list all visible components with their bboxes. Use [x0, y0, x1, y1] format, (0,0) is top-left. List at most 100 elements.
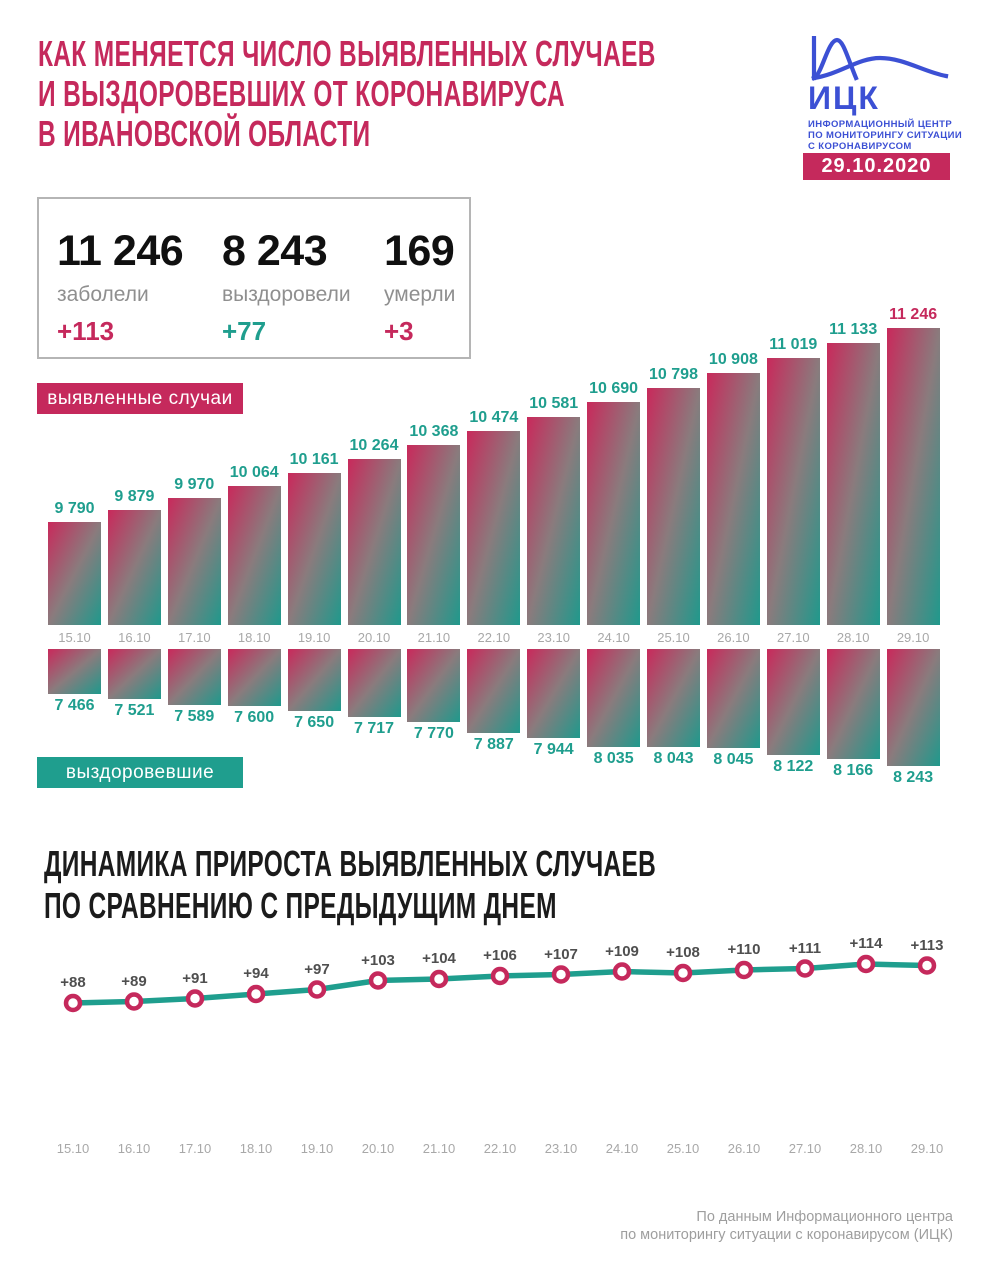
line-value-16.10: +89 [121, 972, 147, 990]
bar-recovered-value-23.10: 7 944 [533, 741, 574, 759]
line-value-22.10: +106 [483, 947, 517, 964]
line-value-26.10: +110 [727, 941, 761, 958]
bar-recovered-23.10 [527, 649, 581, 739]
stat-infected-label: заболели [57, 283, 149, 306]
bar-cases-value-18.10: 10 064 [229, 463, 279, 481]
bar-recovered-value-15.10: 7 466 [54, 697, 95, 714]
summary-stats-box: 11 246 заболели +113 8 243 выздоровели +… [37, 197, 471, 359]
line-value-24.10: +109 [605, 942, 639, 960]
bar-recovered-value-22.10: 7 887 [473, 736, 514, 754]
stat-infected: 11 246 заболели +113 [57, 227, 184, 347]
axis-date-21.10: 21.10 [417, 630, 451, 645]
stat-died-label: умерли [384, 283, 456, 306]
bar-recovered-24.10 [587, 649, 641, 747]
axis2-date-26.10: 26.10 [727, 1141, 761, 1156]
bar-recovered-15.10 [48, 649, 101, 694]
page-title-line3: В ИВАНОВСКОЙ ОБЛАСТИ [38, 113, 371, 154]
bar-recovered-29.10 [886, 649, 940, 767]
bar-cases-18.10 [227, 485, 281, 625]
bar-recovered-28.10 [826, 649, 880, 759]
bar-cases-15.10 [48, 522, 101, 625]
axis2-date-24.10: 24.10 [605, 1141, 639, 1156]
axis2-date-17.10: 17.10 [178, 1141, 212, 1156]
axis-date-17.10: 17.10 [178, 630, 211, 645]
axis2-date-21.10: 21.10 [422, 1141, 456, 1156]
axis2-date-19.10: 19.10 [300, 1141, 334, 1156]
bar-cases-24.10 [587, 402, 641, 625]
bar-cases-value-29.10: 11 246 [889, 306, 938, 324]
report-date-badge: 29.10.2020 [803, 153, 950, 180]
bar-cases-value-25.10: 10 798 [649, 365, 698, 383]
bar-cases-26.10 [706, 373, 760, 625]
icc-logo-org-line2: ПО МОНИТОРИНГУ СИТУАЦИИ [808, 130, 963, 141]
bar-cases-value-17.10: 9 970 [174, 476, 215, 494]
bar-cases-16.10 [107, 510, 161, 625]
bar-recovered-value-20.10: 7 717 [353, 720, 395, 738]
bar-recovered-20.10 [347, 649, 401, 718]
axis-date-15.10: 15.10 [58, 630, 91, 645]
axis2-date-18.10: 18.10 [239, 1141, 273, 1156]
axis2-date-29.10: 29.10 [910, 1141, 944, 1156]
axis2-date-25.10: 25.10 [666, 1141, 700, 1156]
line-value-29.10: +113 [910, 936, 944, 954]
axis2-date-22.10: 22.10 [483, 1141, 517, 1156]
axis-date-23.10: 23.10 [537, 630, 570, 645]
line-value-20.10: +103 [361, 951, 395, 969]
bar-recovered-25.10 [647, 649, 700, 748]
axis-date-25.10: 25.10 [657, 630, 690, 645]
bar-cases-value-23.10: 10 581 [529, 394, 579, 412]
bar-cases-29.10 [886, 328, 940, 625]
axis-date-26.10: 26.10 [717, 630, 750, 645]
line-value-27.10: +111 [788, 939, 822, 957]
bar-recovered-17.10 [167, 649, 221, 706]
section2-title-line1: ДИНАМИКА ПРИРОСТА ВЫЯВЛЕННЫХ СЛУЧАЕВ [44, 843, 657, 884]
bar-recovered-value-25.10: 8 043 [653, 750, 694, 768]
axis-date-28.10: 28.10 [836, 630, 870, 645]
stat-recovered-label: выздоровели [222, 283, 351, 306]
stat-died-value: 169 [384, 227, 455, 275]
footer-line1: По данным Информационного центра [696, 1209, 953, 1225]
axis-date-27.10: 27.10 [777, 630, 810, 645]
bar-recovered-27.10 [766, 649, 820, 755]
stat-died: 169 умерли +3 [384, 227, 455, 347]
stat-recovered-value: 8 243 [222, 227, 328, 275]
axis-date-29.10: 29.10 [896, 630, 930, 645]
line-value-23.10: +107 [544, 945, 578, 963]
stat-died-delta: +3 [384, 316, 414, 346]
page-title-line2: И ВЫЗДОРОВЕВШИХ ОТ КОРОНАВИРУСА [38, 73, 565, 114]
icc-logo-org: ИНФОРМАЦИОННЫЙ ЦЕНТР ПО МОНИТОРИНГУ СИТУ… [808, 119, 962, 152]
bar-cases-19.10 [287, 472, 341, 625]
stat-recovered-delta: +77 [222, 316, 267, 346]
bar-recovered-value-19.10: 7 650 [294, 714, 335, 732]
axis-date-24.10: 24.10 [597, 630, 630, 645]
icc-logo-abbr: ИЦК [808, 80, 880, 116]
line-value-19.10: +97 [304, 960, 330, 978]
line-value-18.10: +94 [243, 965, 269, 982]
bar-recovered-19.10 [287, 649, 341, 712]
bar-cases-20.10 [347, 458, 401, 625]
bar-recovered-value-27.10: 8 122 [773, 757, 814, 775]
bar-recovered-22.10 [467, 649, 521, 734]
page-title-line1: КАК МЕНЯЕТСЯ ЧИСЛО ВЫЯВЛЕННЫХ СЛУЧАЕВ [38, 33, 656, 74]
footer-source-note: По данным Информационного центра по мони… [620, 1208, 953, 1244]
bar-cases-25.10 [647, 387, 700, 625]
bar-cases-value-27.10: 11 019 [769, 336, 818, 354]
cases-chart-label-badge: выявленные случаи [37, 383, 243, 414]
bar-cases-value-24.10: 10 690 [589, 380, 639, 398]
bar-recovered-value-28.10: 8 166 [833, 761, 874, 779]
bar-cases-23.10 [527, 416, 581, 625]
icc-logo-icon [811, 36, 949, 81]
stat-infected-value: 11 246 [57, 227, 184, 275]
bar-recovered-value-24.10: 8 035 [593, 749, 634, 767]
bar-cases-value-26.10: 10 908 [708, 351, 758, 369]
bar-recovered-value-26.10: 8 045 [713, 750, 754, 768]
bar-recovered-18.10 [227, 649, 281, 707]
bar-cases-value-19.10: 10 161 [289, 450, 339, 468]
bar-cases-value-20.10: 10 264 [349, 436, 399, 454]
line-value-17.10: +91 [182, 969, 208, 987]
stat-recovered: 8 243 выздоровели +77 [222, 227, 351, 347]
stat-infected-delta: +113 [57, 316, 115, 346]
axis-date-20.10: 20.10 [357, 630, 391, 645]
